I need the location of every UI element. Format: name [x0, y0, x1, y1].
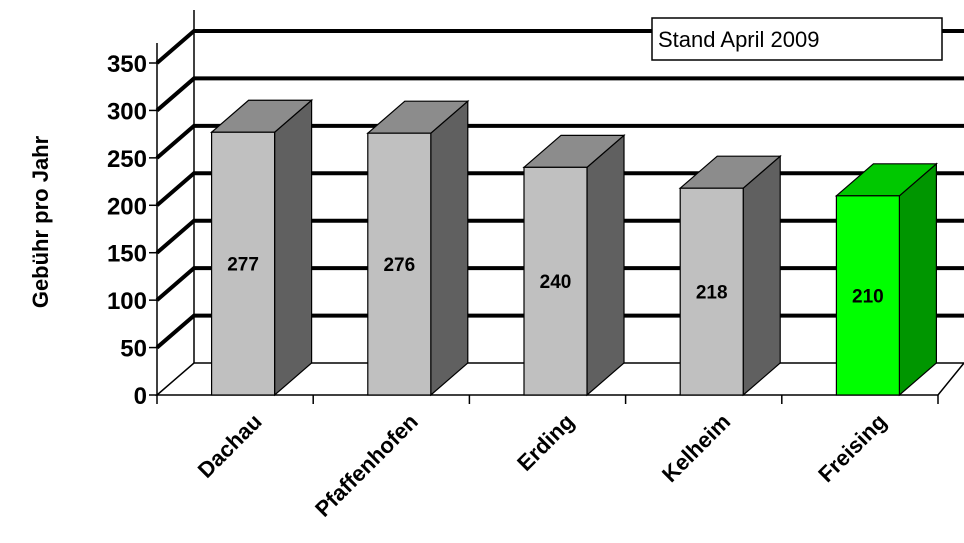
bar-side — [586, 134, 625, 397]
bars: 277 276 240 218 210 — [209, 98, 939, 397]
bar-erding: 240 — [522, 134, 626, 397]
y-tick-label: 200 — [107, 193, 147, 220]
y-tick-label: 150 — [107, 241, 147, 268]
data-label: 218 — [696, 283, 728, 304]
y-tick-label: 50 — [120, 336, 147, 363]
bar-side — [274, 98, 313, 397]
y-axis-title: Gebühr pro Jahr — [28, 135, 53, 308]
annotation-box: Stand April 2009 — [651, 17, 943, 61]
bar-front — [679, 187, 744, 396]
bar-front — [835, 195, 901, 396]
bar-freising: 210 — [834, 162, 939, 397]
x-tick-labels: Dachau Pfaffenhofen Erding Kelheim Freising — [193, 409, 892, 522]
bar-side — [430, 99, 469, 397]
bar-pfaffenhofen: 276 — [366, 99, 470, 397]
bar-dachau: 277 — [209, 98, 314, 397]
data-label: 277 — [227, 255, 259, 276]
bar-side — [898, 162, 938, 397]
x-tick-label: Kelheim — [657, 409, 735, 487]
bar-front — [523, 166, 588, 396]
y-tick-labels: 0 50 100 150 200 250 300 350 — [107, 51, 147, 410]
bar-side — [742, 154, 781, 397]
bar-front — [211, 131, 276, 396]
x-tick-label: Pfaffenhofen — [310, 409, 423, 522]
bar-kelheim: 218 — [678, 154, 782, 397]
y-tick-label: 300 — [107, 98, 147, 125]
x-tick-label: Erding — [512, 409, 579, 476]
y-tick-label: 250 — [107, 146, 147, 173]
y-tick-label: 0 — [134, 383, 147, 410]
annotation-text: Stand April 2009 — [658, 27, 819, 52]
bar-front — [367, 132, 432, 396]
x-tick-label: Freising — [813, 409, 891, 487]
data-label: 276 — [383, 255, 415, 276]
y-tick-label: 100 — [107, 288, 147, 315]
x-tick-label: Dachau — [193, 409, 267, 483]
data-label: 210 — [852, 286, 884, 307]
y-tick-label: 350 — [107, 51, 147, 78]
data-label: 240 — [540, 272, 572, 293]
